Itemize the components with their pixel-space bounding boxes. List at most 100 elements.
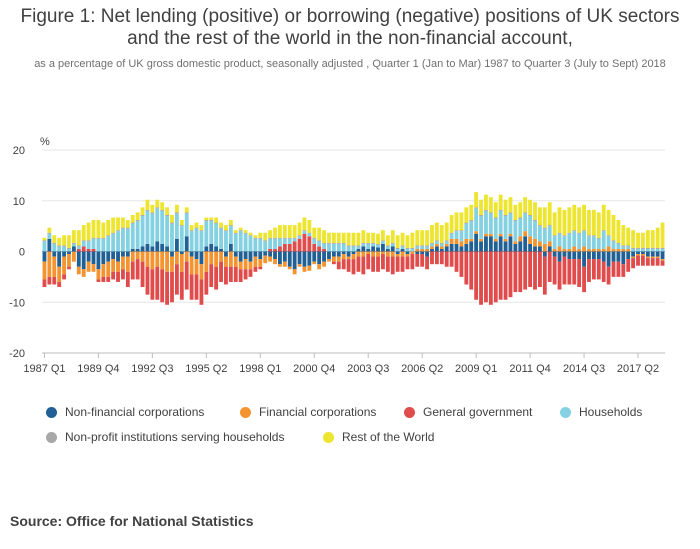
legend-item-households[interactable]: Households: [560, 405, 642, 419]
bar-segment: [155, 208, 160, 242]
bar-segment: [160, 243, 165, 252]
bar-segment: [611, 214, 616, 241]
bar-segment: [307, 233, 312, 237]
axes: 20 10 0 -10 -20 1987 Q1 1989 Q4 1992 Q3 1995 Q2 1…: [9, 145, 665, 375]
bar-segment: [160, 269, 165, 303]
bar-segment: [356, 256, 361, 272]
bar-segment: [503, 241, 508, 252]
bar-segment: [273, 237, 277, 239]
bar-segment: [596, 212, 601, 238]
bar-segment: [650, 258, 655, 266]
bar-segment: [273, 227, 277, 238]
bar-segment: [591, 209, 596, 236]
bar-segment: [434, 241, 439, 244]
bar-segment: [479, 215, 483, 239]
bar-segment: [405, 248, 410, 252]
bar-segment: [430, 246, 434, 249]
bar-segment: [287, 251, 292, 267]
bar-segment: [96, 237, 101, 239]
bar-segment: [518, 218, 523, 237]
bar-segment: [582, 231, 586, 247]
bar-segment: [228, 220, 233, 226]
bar-segment: [199, 251, 204, 265]
bar-segment: [385, 245, 390, 247]
bar-segment: [91, 220, 96, 238]
legend-item-general-government[interactable]: General government: [404, 405, 532, 419]
bar-segment: [317, 264, 322, 270]
bar-segment: [552, 256, 557, 285]
legend-item-financial-corporations[interactable]: Financial corporations: [240, 405, 376, 419]
bar-segment: [179, 251, 184, 255]
bar-segment: [439, 246, 444, 249]
bar-segment: [204, 251, 209, 272]
bar-segment: [307, 236, 312, 252]
bar-segment: [62, 256, 66, 275]
bar-segment: [479, 238, 483, 242]
legend-item-non-financial-corporations[interactable]: Non-financial corporations: [46, 405, 204, 419]
bar-segment: [336, 243, 341, 252]
bar-segment: [331, 256, 336, 262]
bar-segment: [199, 225, 204, 231]
bar-segment: [76, 248, 81, 252]
bar-segment: [91, 237, 96, 239]
bar-segment: [361, 242, 366, 244]
bar-segment: [282, 251, 287, 262]
bar-segment: [498, 194, 503, 210]
bar-segment: [498, 210, 503, 234]
bar-segment: [67, 254, 71, 267]
bar-segment: [542, 227, 547, 229]
bar-segment: [253, 266, 258, 272]
bar-segment: [91, 248, 96, 252]
bar-segment: [209, 243, 214, 252]
bar-segment: [449, 251, 454, 267]
bar-segment: [381, 240, 385, 242]
bar-segment: [523, 197, 528, 213]
bar-segment: [204, 271, 209, 295]
bar-segment: [405, 254, 410, 257]
bar-segment: [322, 251, 326, 262]
bar-segment: [52, 235, 57, 243]
bar-segment: [425, 251, 429, 257]
bar-segment: [219, 248, 223, 252]
bar-segment: [400, 232, 405, 246]
bar-segment: [425, 248, 429, 252]
legend-label: General government: [423, 405, 533, 419]
bar-segment: [253, 251, 258, 257]
bar-segment: [233, 230, 238, 233]
bar-segment: [282, 243, 287, 252]
bar-segment: [616, 220, 621, 243]
bar-segment: [297, 238, 302, 252]
bar-segment: [52, 251, 57, 257]
bar-segment: [125, 271, 130, 288]
bar-segment: [434, 222, 439, 241]
bar-segment: [454, 231, 459, 239]
bar-segment: [376, 247, 380, 252]
bar-segment: [238, 251, 243, 262]
bar-segment: [572, 231, 577, 247]
bar-segment: [307, 265, 312, 271]
legend-item-npish[interactable]: Non-profit institutions serving househol…: [46, 430, 284, 444]
bar-segment: [508, 236, 513, 252]
bar-segment: [106, 220, 111, 236]
bar-segment: [366, 248, 371, 252]
bar-segment: [381, 243, 385, 252]
bar-segment: [474, 251, 479, 300]
bar-segment: [174, 264, 179, 295]
bar-segment: [258, 237, 263, 239]
bar-segment: [346, 256, 351, 260]
bar-segment: [116, 231, 120, 252]
bar-segment: [645, 248, 650, 252]
bar-segment: [224, 266, 228, 285]
bar-segment: [317, 240, 322, 242]
legend-item-rest-of-the-world[interactable]: Rest of the World: [323, 430, 434, 444]
bar-segment: [219, 228, 223, 249]
bar-segment: [645, 230, 650, 248]
bar-segment: [538, 251, 542, 288]
bar-segment: [57, 251, 62, 267]
bar-segment: [331, 261, 336, 265]
bar-segment: [62, 274, 66, 280]
bar-segment: [385, 246, 390, 249]
bar-segment: [52, 243, 57, 252]
bar-segment: [641, 248, 645, 252]
bar-segment: [469, 241, 474, 252]
